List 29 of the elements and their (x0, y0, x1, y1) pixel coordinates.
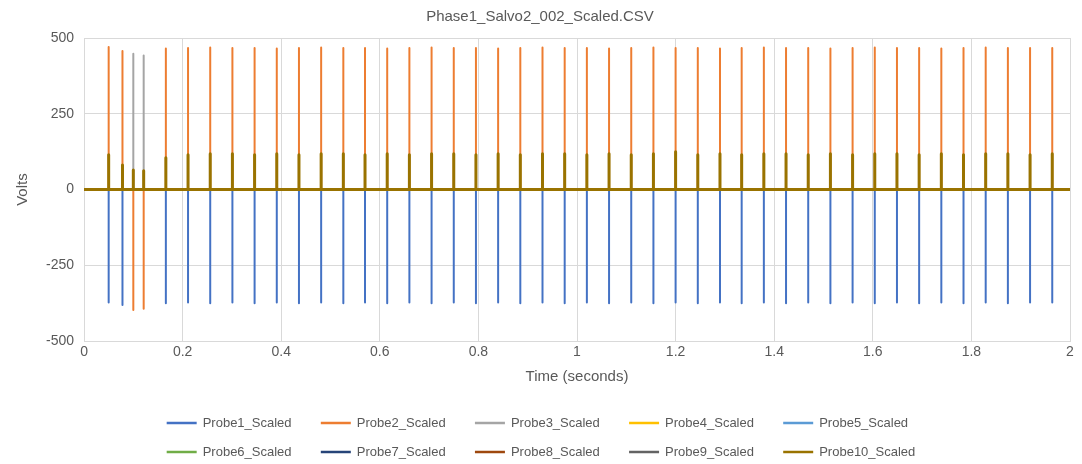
x-axis-title: Time (seconds) (525, 367, 629, 385)
y-tick-label: 250 (50, 104, 75, 121)
x-tick-label: 0 (80, 343, 89, 360)
y-tick-label: -500 (45, 332, 75, 349)
legend-label: Probe4_Scaled (665, 414, 754, 430)
legend-label: Probe6_Scaled (202, 443, 292, 459)
legend-label: Probe3_Scaled (510, 414, 600, 430)
x-tick-label: 2 (1066, 343, 1075, 360)
legend-label: Probe5_Scaled (819, 414, 909, 430)
legend-label: Probe7_Scaled (356, 443, 446, 459)
legend-label: Probe8_Scaled (510, 443, 600, 459)
legend-label: Probe2_Scaled (356, 414, 446, 430)
legend-label: Probe10_Scaled (819, 443, 916, 459)
x-tick-label: 1 (573, 343, 582, 360)
x-tick-label: 1.2 (665, 343, 686, 360)
x-tick-label: 0.6 (370, 343, 390, 360)
y-tick-label: 500 (50, 28, 75, 45)
x-tick-label: 1.4 (764, 343, 785, 360)
x-tick-label: 0.4 (271, 343, 292, 360)
x-tick-label: 1.6 (863, 343, 883, 360)
x-tick-label: 0.8 (468, 343, 489, 360)
x-tick-label: 1.8 (961, 343, 982, 360)
y-axis-title: Volts (13, 173, 31, 206)
x-tick-label: 0.2 (172, 343, 193, 360)
y-tick-label: 0 (66, 180, 75, 197)
legend-label: Probe9_Scaled (665, 443, 754, 459)
chart-title: Phase1_Salvo2_002_Scaled.CSV (426, 7, 654, 25)
y-tick-label: -250 (45, 256, 75, 273)
legend-label: Probe1_Scaled (202, 414, 292, 430)
